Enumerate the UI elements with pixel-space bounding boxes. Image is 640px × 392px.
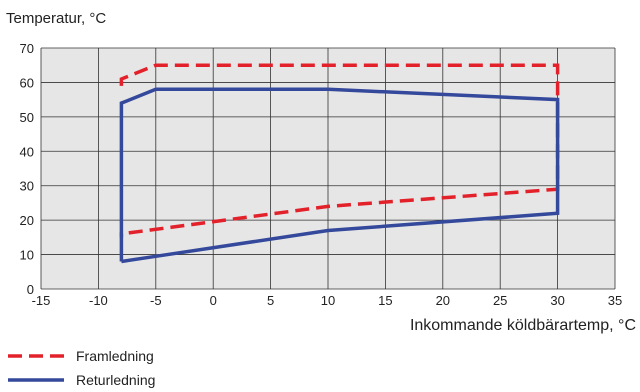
x-tick-label: 0	[210, 293, 217, 308]
y-tick-label: 60	[20, 75, 34, 90]
x-tick-label: -15	[32, 293, 51, 308]
x-axis-label: Inkommande köldbärartemp, °C	[409, 317, 636, 334]
y-tick-label: 40	[20, 144, 34, 159]
x-tick-label: 35	[608, 293, 622, 308]
legend: Framledning Returledning	[6, 344, 155, 392]
y-tick-label: 70	[20, 41, 34, 56]
y-tick-label: 50	[20, 110, 34, 125]
x-tick-label: 25	[493, 293, 507, 308]
y-tick-label: 20	[20, 213, 34, 228]
y-tick-label: 0	[27, 282, 34, 297]
x-tick-label: -10	[89, 293, 108, 308]
x-tick-label: 30	[550, 293, 564, 308]
legend-swatch-framledning	[8, 354, 64, 358]
legend-item-returledning: Returledning	[6, 368, 155, 392]
series-line-returledning	[119, 87, 560, 264]
y-tick-label: 30	[20, 179, 34, 194]
y-axis-label: Temperatur, °C	[6, 10, 107, 27]
x-tick-label: 15	[378, 293, 392, 308]
x-tick-label: 20	[436, 293, 450, 308]
tick-labels: -15 -10 -5 0 5 10 15 20 25 30 35 0 10 20 30 40 50 60 70	[20, 41, 623, 308]
legend-item-framledning: Framledning	[6, 344, 155, 368]
legend-label-framledning: Framledning	[76, 348, 154, 364]
x-tick-label: 5	[267, 293, 274, 308]
x-tick-label: -5	[150, 293, 162, 308]
legend-swatch-returledning	[8, 378, 64, 382]
legend-label-returledning: Returledning	[76, 372, 156, 388]
series-group	[119, 63, 560, 264]
y-tick-label: 10	[20, 248, 34, 263]
x-tick-label: 10	[321, 293, 335, 308]
